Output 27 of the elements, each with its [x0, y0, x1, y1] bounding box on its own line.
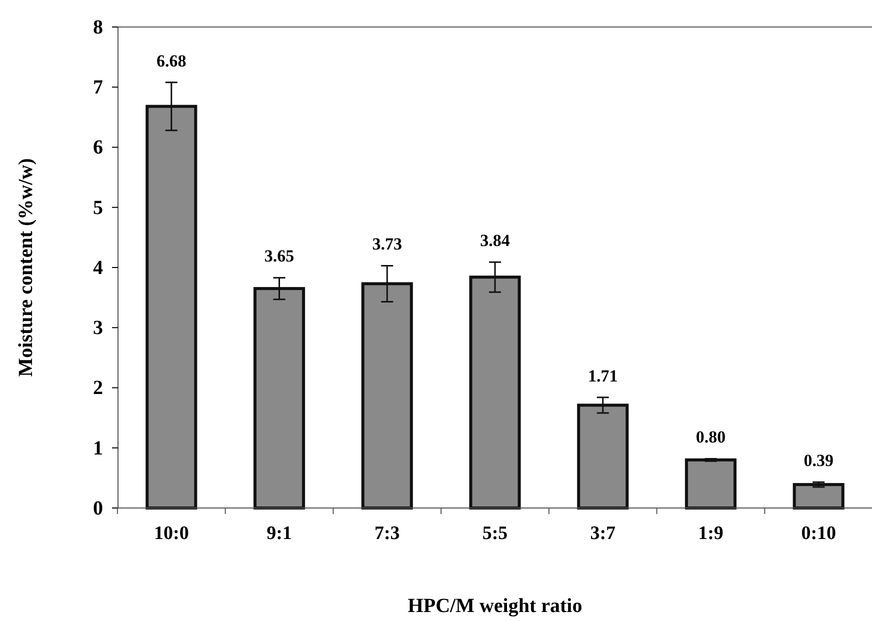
y-tick-label: 4	[93, 256, 103, 279]
data-label: 0.39	[804, 451, 834, 470]
data-label: 0.80	[696, 428, 726, 447]
data-label: 6.68	[156, 51, 186, 70]
data-label: 1.71	[588, 366, 618, 386]
x-tick-label: 5:5	[482, 523, 508, 544]
x-tick-label: 9:1	[266, 523, 292, 544]
data-label: 3.65	[264, 246, 294, 266]
y-tick-label: 3	[93, 317, 103, 340]
x-tick-label: 10:0	[154, 523, 189, 544]
y-tick-label: 5	[93, 196, 103, 219]
x-tick-label: 1:9	[698, 523, 724, 544]
y-tick-label: 0	[93, 497, 103, 520]
y-tick-label: 6	[93, 136, 103, 159]
x-tick-label: 3:7	[590, 523, 616, 544]
y-tick-label: 2	[93, 377, 103, 400]
bar	[684, 458, 737, 510]
y-tick-label: 7	[93, 76, 103, 99]
x-axis-title: HPC/M weight ratio	[408, 595, 582, 617]
data-label: 3.73	[372, 234, 402, 254]
y-tick-label: 8	[93, 16, 103, 38]
data-label: 3.84	[480, 231, 510, 250]
x-tick-label: 0:10	[801, 523, 836, 544]
y-tick-label: 1	[93, 437, 103, 460]
x-tick-label: 7:3	[374, 523, 400, 544]
bar	[792, 483, 844, 510]
y-axis-title: Moisture content (%w/w)	[15, 158, 37, 377]
